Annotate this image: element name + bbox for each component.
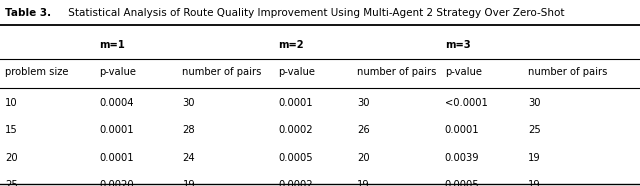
Text: p-value: p-value bbox=[445, 67, 482, 77]
Text: 19: 19 bbox=[182, 180, 195, 186]
Text: m=2: m=2 bbox=[278, 40, 304, 50]
Text: 19: 19 bbox=[528, 153, 541, 163]
Text: number of pairs: number of pairs bbox=[182, 67, 262, 77]
Text: p-value: p-value bbox=[99, 67, 136, 77]
Text: 0.0020: 0.0020 bbox=[99, 180, 134, 186]
Text: 10: 10 bbox=[5, 98, 18, 108]
Text: 0.0004: 0.0004 bbox=[99, 98, 134, 108]
Text: m=3: m=3 bbox=[445, 40, 470, 50]
Text: 0.0002: 0.0002 bbox=[278, 180, 313, 186]
Text: 0.0001: 0.0001 bbox=[99, 125, 134, 135]
Text: Statistical Analysis of Route Quality Improvement Using Multi-Agent 2 Strategy O: Statistical Analysis of Route Quality Im… bbox=[65, 8, 564, 18]
Text: 30: 30 bbox=[182, 98, 195, 108]
Text: number of pairs: number of pairs bbox=[357, 67, 436, 77]
Text: 24: 24 bbox=[182, 153, 195, 163]
Text: number of pairs: number of pairs bbox=[528, 67, 607, 77]
Text: <0.0001: <0.0001 bbox=[445, 98, 488, 108]
Text: 28: 28 bbox=[182, 125, 195, 135]
Text: 20: 20 bbox=[5, 153, 18, 163]
Text: 0.0001: 0.0001 bbox=[99, 153, 134, 163]
Text: 20: 20 bbox=[357, 153, 370, 163]
Text: 0.0001: 0.0001 bbox=[445, 125, 479, 135]
Text: 30: 30 bbox=[357, 98, 370, 108]
Text: 26: 26 bbox=[357, 125, 370, 135]
Text: 19: 19 bbox=[528, 180, 541, 186]
Text: 0.0005: 0.0005 bbox=[278, 153, 313, 163]
Text: 0.0039: 0.0039 bbox=[445, 153, 479, 163]
Text: 25: 25 bbox=[528, 125, 541, 135]
Text: Table 3.: Table 3. bbox=[5, 8, 51, 18]
Text: 0.0001: 0.0001 bbox=[278, 98, 313, 108]
Text: 0.0002: 0.0002 bbox=[278, 125, 313, 135]
Text: 15: 15 bbox=[5, 125, 18, 135]
Text: problem size: problem size bbox=[5, 67, 68, 77]
Text: 19: 19 bbox=[357, 180, 370, 186]
Text: 30: 30 bbox=[528, 98, 541, 108]
Text: 0.0005: 0.0005 bbox=[445, 180, 479, 186]
Text: m=1: m=1 bbox=[99, 40, 125, 50]
Text: p-value: p-value bbox=[278, 67, 316, 77]
Text: 25: 25 bbox=[5, 180, 18, 186]
